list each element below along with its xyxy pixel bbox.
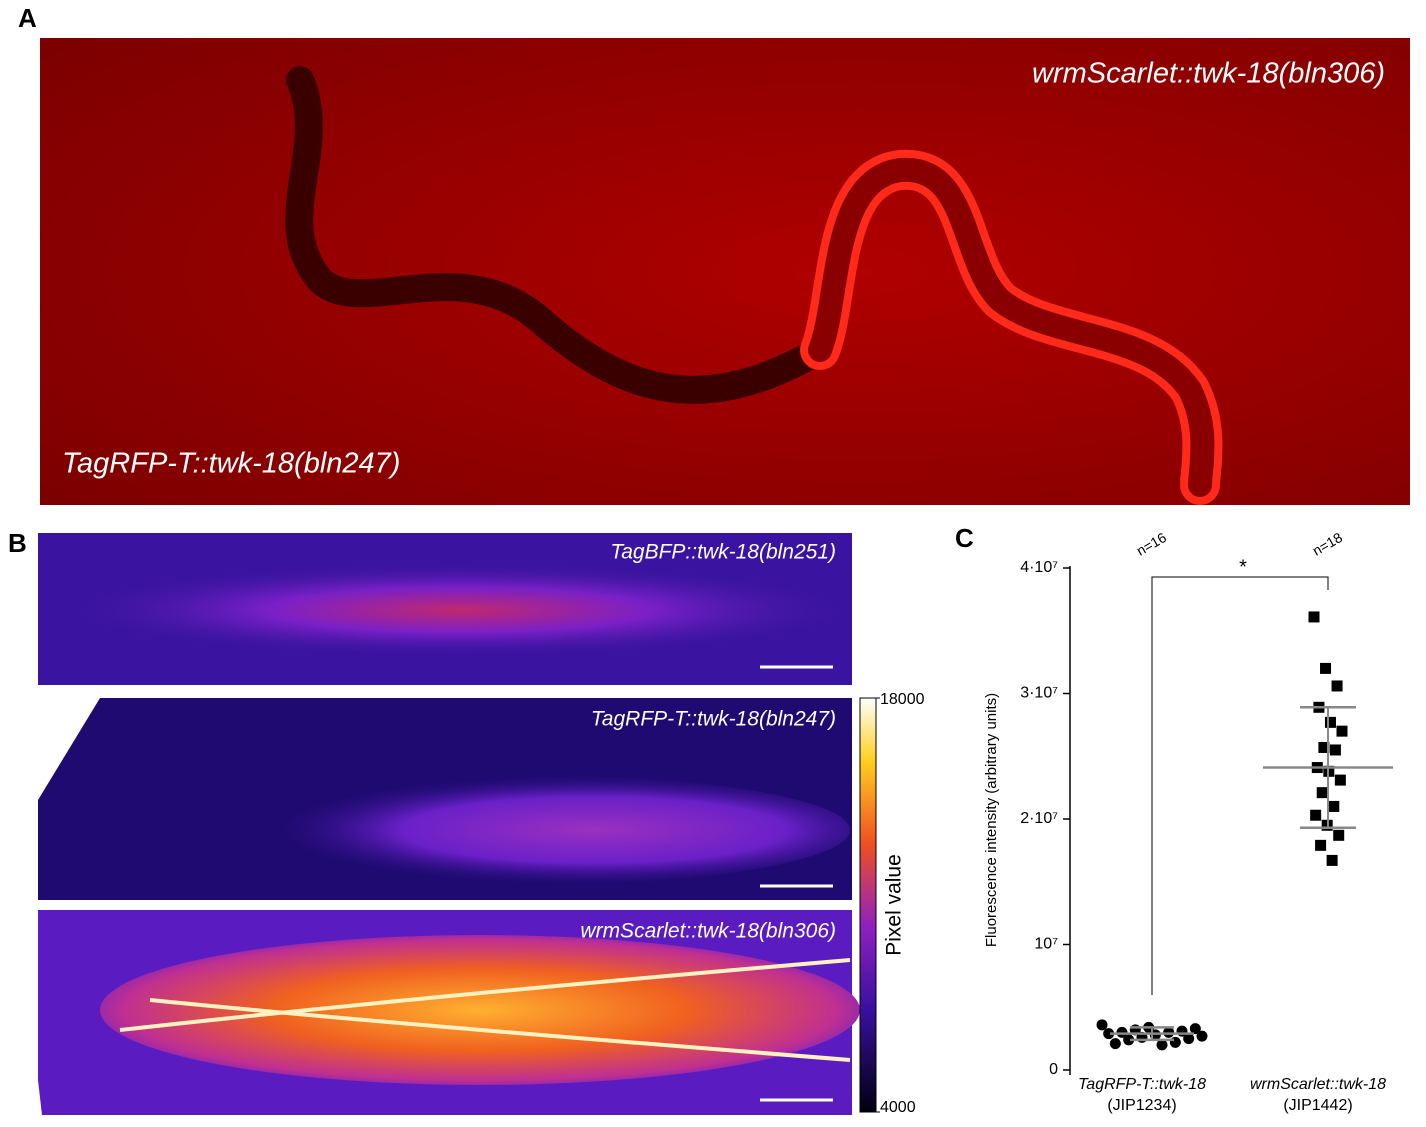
data-point — [1333, 829, 1345, 841]
strain-label: TagRFP-T::twk-18(bln247) — [591, 708, 836, 731]
cell-boundary — [119, 958, 851, 1062]
data-point — [1109, 1038, 1121, 1050]
cell — [100, 935, 860, 1085]
panel-label: B — [8, 528, 27, 558]
data-point — [1096, 1019, 1108, 1031]
worm — [285, 66, 834, 404]
data-point — [1308, 611, 1320, 623]
n-label: n=16 — [1134, 529, 1169, 559]
significance-label: * — [1239, 556, 1247, 578]
data-point — [1103, 1028, 1115, 1040]
data-point — [1331, 680, 1343, 692]
y-tick-label: 10⁷ — [1034, 936, 1058, 953]
data-point — [1189, 1023, 1201, 1035]
y-axis-label: Fluorescence intensity (arbitrary units) — [983, 693, 1000, 947]
x-tick-sublabel: (JIP1442) — [1283, 1097, 1352, 1114]
data-point — [1196, 1030, 1208, 1042]
strain-label: TagRFP-T::twk-18(bln247) — [62, 448, 400, 480]
data-point — [1315, 839, 1327, 851]
panel-label: C — [955, 523, 974, 553]
data-point — [1123, 1034, 1135, 1046]
n-label: n=18 — [1310, 529, 1345, 559]
data-point — [1329, 744, 1341, 756]
colorbar-tick-label: 4000 — [880, 1099, 916, 1116]
worm-interior — [808, 157, 1215, 497]
data-point — [1328, 800, 1340, 812]
x-tick-sublabel: (JIP1234) — [1107, 1097, 1176, 1114]
data-point — [1324, 716, 1336, 728]
y-tick-label: 3·10⁷ — [1020, 685, 1058, 702]
data-point — [1326, 854, 1338, 866]
significance-bracket — [1151, 576, 1329, 995]
data-point — [1169, 1036, 1181, 1048]
data-point — [1163, 1026, 1175, 1038]
panel-label: A — [18, 3, 37, 33]
strain-label: wrmScarlet::twk-18(bln306) — [580, 920, 836, 943]
colorbar: Pixel value 4000 18000 — [859, 691, 925, 1116]
data-point — [1318, 741, 1330, 753]
data-point — [1116, 1026, 1128, 1038]
data-point — [1183, 1033, 1195, 1045]
strain-label: TagBFP::twk-18(bln251) — [610, 541, 836, 564]
colorbar-tick-label: 18000 — [880, 691, 925, 708]
data-point — [1320, 662, 1332, 674]
cell — [210, 775, 850, 885]
data-point — [1156, 1039, 1168, 1051]
colorbar-label: Pixel value — [883, 854, 906, 956]
cell — [80, 565, 840, 655]
x-tick-label: wrmScarlet::twk-18 — [1250, 1076, 1386, 1093]
strain-label: wrmScarlet::twk-18(bln306) — [1032, 58, 1385, 90]
data-point — [1316, 787, 1328, 799]
y-tick-label: 0 — [1049, 1061, 1058, 1078]
x-tick-label: TagRFP-T::twk-18 — [1078, 1076, 1206, 1093]
chart: 0 10⁷ 2·10⁷ 3·10⁷ 4·10⁷TagRFP-T::twk-18(JIP1… — [1020, 529, 1393, 1114]
data-point — [1310, 809, 1322, 821]
y-tick-label: 4·10⁷ — [1020, 559, 1058, 576]
data-point — [1336, 725, 1348, 737]
colorbar-gradient — [859, 697, 877, 1113]
data-point — [1334, 774, 1346, 786]
y-tick-label: 2·10⁷ — [1020, 810, 1058, 827]
